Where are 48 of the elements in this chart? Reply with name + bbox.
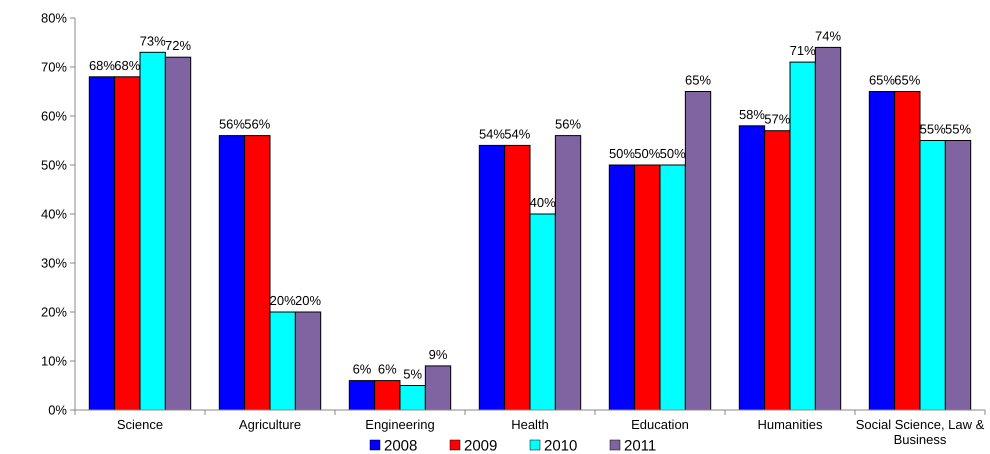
data-label: 20% [270,293,296,308]
data-label: 54% [504,126,531,142]
data-label: 5% [403,366,423,382]
y-tick-label: 0% [48,402,68,418]
data-label: 56% [218,116,246,132]
data-label: 6% [352,362,372,377]
y-tick-label: 30% [40,256,68,271]
data-label: 9% [428,346,448,362]
data-label: 74% [815,28,842,44]
data-label: 65% [894,72,921,88]
data-label: 56% [244,116,271,132]
y-tick-label: 50% [40,158,68,173]
data-label: 50% [660,146,686,161]
x-tick-label: Humanities [757,417,824,432]
data-label: 40% [530,195,556,210]
data-label: 73% [140,33,166,48]
data-label: 57% [764,112,791,127]
data-label: 55% [945,122,972,136]
data-label: 50% [634,146,661,161]
legend-label: 2009 [464,437,498,454]
legend-label: 2011 [624,437,656,454]
y-tick-label: 60% [40,108,68,124]
data-label: 72% [165,38,192,54]
data-label: 68% [88,58,116,73]
x-tick-label: Health [511,417,549,432]
data-label: 20% [295,293,322,308]
data-label: 6% [378,362,398,377]
data-label: 56% [555,116,582,132]
x-tick-label: Science [116,417,164,432]
data-label: 54% [478,126,506,142]
x-tick-label: Agriculture [238,417,302,432]
data-label: 65% [685,72,712,88]
data-label: 68% [114,58,141,73]
data-label: 71% [790,43,816,58]
legend-label: 2008 [384,437,418,454]
legend-label: 2010 [544,437,578,454]
x-tick-label: Education [631,417,689,432]
y-tick-label: 70% [40,60,68,75]
data-label: 55% [920,122,946,136]
x-tick-label: Engineering [365,417,435,432]
y-tick-label: 80% [40,10,68,26]
x-tick-label: Social Science, Law & Business [856,417,985,447]
y-tick-label: 40% [40,206,68,222]
y-tick-label: 20% [40,304,68,320]
data-label: 50% [608,146,636,161]
y-tick-label: 10% [40,354,68,369]
data-label: 58% [738,106,766,122]
data-label: 65% [868,72,896,88]
